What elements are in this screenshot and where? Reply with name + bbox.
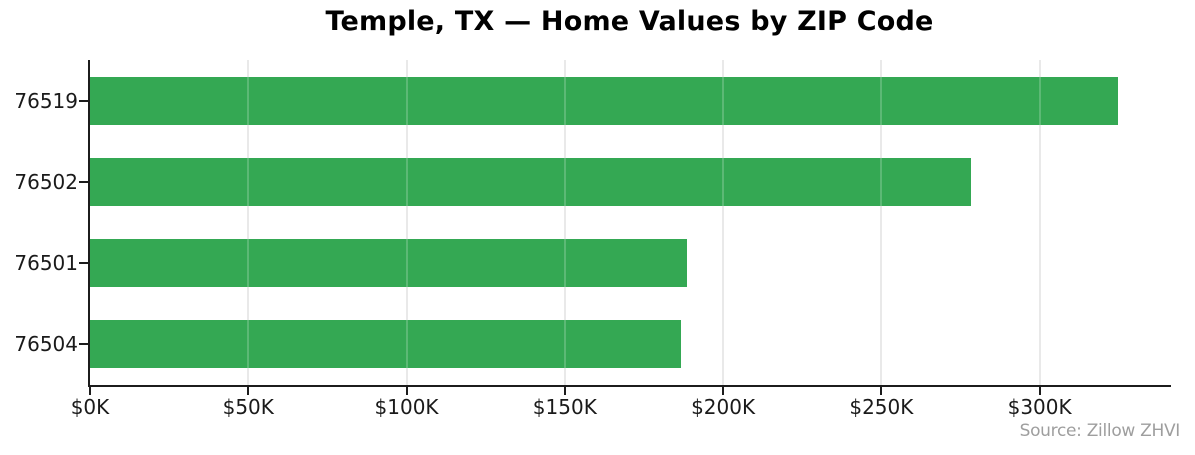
bar-76501: [90, 239, 687, 288]
gridline-overlay: [405, 60, 408, 385]
gridline-overlay: [880, 60, 883, 385]
x-tick-label: $150K: [532, 395, 597, 419]
plot-area: [88, 60, 1171, 387]
gridline: [563, 60, 566, 385]
x-tick-mark: [247, 387, 250, 395]
y-tick-mark: [79, 99, 88, 102]
x-tick-label: $100K: [374, 395, 439, 419]
y-tick-mark: [79, 262, 88, 265]
chart-title: Temple, TX — Home Values by ZIP Code: [325, 6, 934, 37]
gridline: [405, 60, 408, 385]
x-tick-label: $0K: [70, 395, 110, 419]
y-tick-mark: [79, 180, 88, 183]
x-tick-label: $200K: [691, 395, 756, 419]
x-tick-label: $250K: [849, 395, 914, 419]
gridline: [722, 60, 725, 385]
y-tick-label: 76504: [14, 332, 78, 357]
x-tick-label: $50K: [222, 395, 274, 419]
gridline-overlay: [1038, 60, 1041, 385]
bar-76502: [90, 157, 971, 206]
gridline-overlay: [722, 60, 725, 385]
x-tick-mark: [89, 387, 91, 395]
x-tick-label: $300K: [1007, 395, 1072, 419]
bar-76504: [90, 320, 681, 369]
gridline: [247, 60, 250, 385]
x-tick-mark: [563, 387, 566, 395]
x-tick-mark: [722, 387, 725, 395]
gridline-overlay: [563, 60, 566, 385]
gridline-overlay: [247, 60, 250, 385]
source-caption: Source: Zillow ZHVI: [1019, 421, 1181, 441]
x-tick-mark: [880, 387, 883, 395]
gridline: [880, 60, 883, 385]
gridline: [1038, 60, 1041, 385]
x-tick-mark: [1038, 387, 1041, 395]
bar-76519: [90, 76, 1118, 125]
y-tick-label: 76501: [14, 251, 78, 276]
y-tick-label: 76502: [14, 169, 78, 194]
y-tick-label: 76519: [14, 88, 78, 113]
y-tick-mark: [79, 343, 88, 346]
x-tick-mark: [405, 387, 408, 395]
